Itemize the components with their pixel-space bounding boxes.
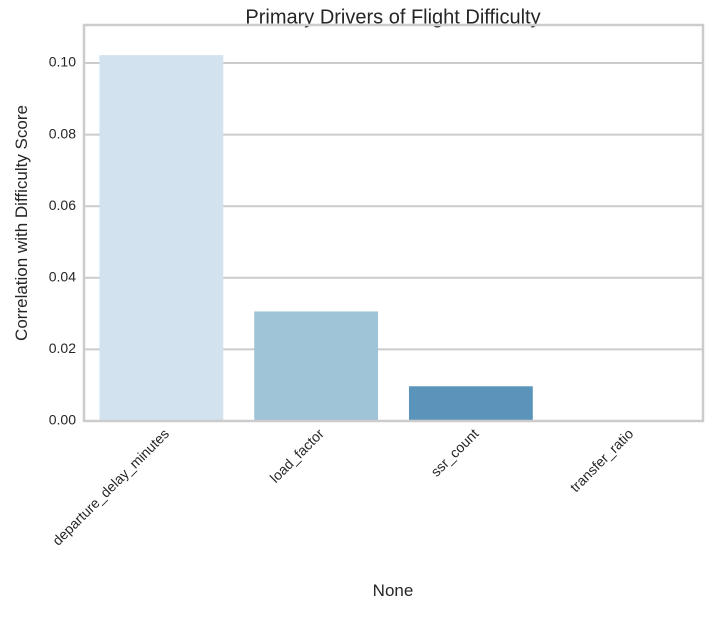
- y-tick-labels: 0.00 0.02 0.04 0.06 0.08 0.10: [49, 54, 76, 428]
- x-tick-labels: departure_delay_minutes load_factor ssr_co…: [49, 425, 636, 548]
- x-tick-label: load_factor: [267, 425, 328, 486]
- x-tick-label: ssr_count: [427, 425, 481, 479]
- y-tick-label: 0.06: [49, 197, 76, 213]
- bars: [99, 55, 533, 422]
- bar-departure_delay_minutes: [99, 55, 224, 422]
- y-tick-label: 0.02: [49, 340, 76, 356]
- chart-title: Primary Drivers of Flight Difficulty: [245, 6, 540, 28]
- y-tick-label: 0.00: [49, 412, 76, 428]
- y-tick-label: 0.10: [49, 54, 76, 70]
- plot-frame: [82, 23, 705, 423]
- x-axis-label: None: [373, 581, 414, 600]
- y-axis-label: Correlation with Difficulty Score: [12, 105, 31, 341]
- x-tick-label: transfer_ratio: [567, 425, 637, 495]
- x-tick-label: departure_delay_minutes: [49, 425, 172, 548]
- bar-load_factor: [254, 311, 379, 421]
- bar-ssr_count: [408, 386, 533, 421]
- y-tick-label: 0.08: [49, 125, 76, 141]
- y-tick-label: 0.04: [49, 269, 76, 285]
